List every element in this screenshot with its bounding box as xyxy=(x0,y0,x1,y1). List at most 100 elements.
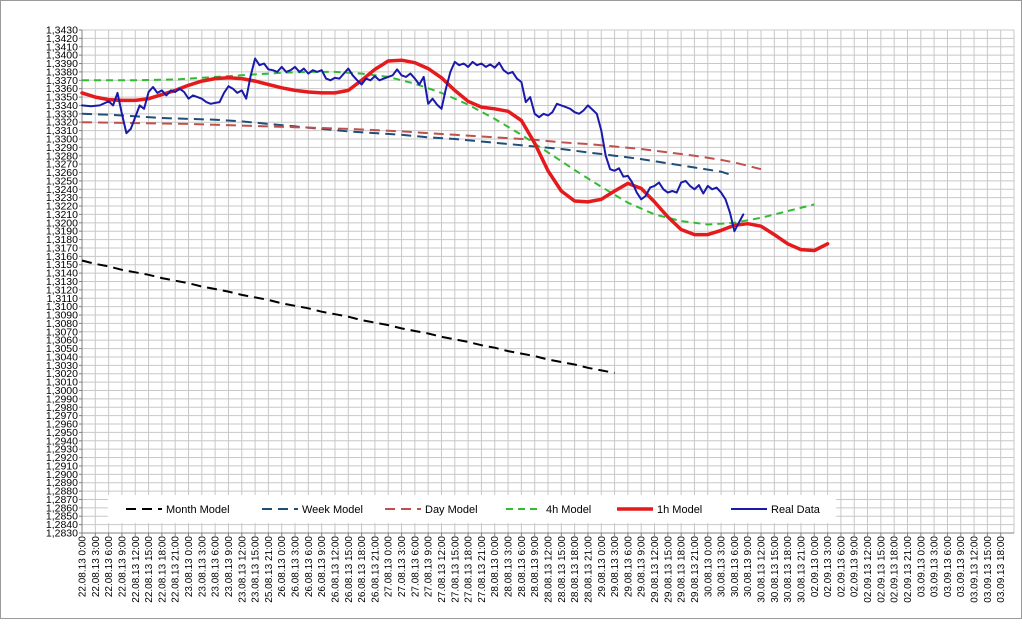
x-tick-label: 22.08.13 0:00 xyxy=(78,536,89,598)
legend-box xyxy=(108,495,836,523)
y-tick-label: 1,3030 xyxy=(46,360,78,372)
y-tick-label: 1,3150 xyxy=(46,259,78,271)
y-tick-label: 1,3370 xyxy=(46,75,78,87)
x-tick-label: 22.08.13 9:00 xyxy=(117,536,128,598)
x-tick-label: 29.08.13 15:00 xyxy=(663,536,674,603)
x-tick-label: 23.08.13 6:00 xyxy=(211,536,222,598)
x-tick-label: 03.09.13 6:00 xyxy=(943,536,954,598)
legend-label: 4h Model xyxy=(546,504,591,516)
x-tick-label: 02.09.13 12:00 xyxy=(863,536,874,603)
y-tick-label: 1,3250 xyxy=(46,175,78,187)
x-tick-label: 03.09.13 12:00 xyxy=(970,536,981,603)
x-tick-label: 02.09.13 18:00 xyxy=(890,536,901,603)
x-tick-label: 28.08.13 18:00 xyxy=(570,536,581,603)
y-tick-label: 1,2950 xyxy=(46,427,78,439)
x-tick-label: 30.08.13 3:00 xyxy=(717,536,728,598)
y-tick-label: 1,3380 xyxy=(46,66,78,78)
legend-label: Week Model xyxy=(302,504,363,516)
y-tick-label: 1,2860 xyxy=(46,502,78,514)
x-tick-label: 28.08.13 12:00 xyxy=(544,536,555,603)
x-tick-label: 22.08.13 12:00 xyxy=(131,536,142,603)
x-tick-label: 30.08.13 6:00 xyxy=(730,536,741,598)
y-tick-label: 1,2980 xyxy=(46,402,78,414)
y-tick-label: 1,3390 xyxy=(46,58,78,70)
x-tick-label: 28.08.13 21:00 xyxy=(583,536,594,603)
y-tick-label: 1,3180 xyxy=(46,234,78,246)
y-tick-label: 1,3220 xyxy=(46,201,78,213)
x-tick-label: 22.08.13 6:00 xyxy=(104,536,115,598)
y-tick-label: 1,3210 xyxy=(46,209,78,221)
x-tick-label: 28.08.13 0:00 xyxy=(490,536,501,598)
x-tick-label: 03.09.13 15:00 xyxy=(983,536,994,603)
x-tick-label: 03.09.13 9:00 xyxy=(956,536,967,598)
y-tick-label: 1,3100 xyxy=(46,301,78,313)
y-tick-label: 1,3240 xyxy=(46,184,78,196)
x-tick-label: 27.08.13 3:00 xyxy=(397,536,408,598)
y-tick-label: 1,3060 xyxy=(46,335,78,347)
x-tick-label: 23.08.13 15:00 xyxy=(251,536,262,603)
x-tick-label: 30.08.13 21:00 xyxy=(796,536,807,603)
x-tick-label: 27.08.13 21:00 xyxy=(477,536,488,603)
y-tick-label: 1,2920 xyxy=(46,452,78,464)
x-tick-label: 02.09.13 0:00 xyxy=(810,536,821,598)
y-tick-label: 1,3040 xyxy=(46,351,78,363)
x-tick-label: 25.08.13 21:00 xyxy=(264,536,275,603)
x-tick-label: 22.08.13 15:00 xyxy=(144,536,155,603)
x-tick-label: 27.08.13 9:00 xyxy=(424,536,435,598)
x-tick-label: 27.08.13 18:00 xyxy=(464,536,475,603)
x-tick-label: 29.08.13 12:00 xyxy=(650,536,661,603)
legend: Month Model Week Model Day Model 4h Model 1h… xyxy=(108,495,836,523)
y-tick-label: 1,2850 xyxy=(46,511,78,523)
x-tick-label: 26.08.13 3:00 xyxy=(291,536,302,598)
y-tick-label: 1,3200 xyxy=(46,217,78,229)
x-tick-label: 30.08.13 9:00 xyxy=(743,536,754,598)
y-tick-label: 1,2880 xyxy=(46,486,78,498)
y-tick-label: 1,2990 xyxy=(46,393,78,405)
y-tick-label: 1,3360 xyxy=(46,83,78,95)
y-tick-label: 1,3120 xyxy=(46,284,78,296)
y-tick-label: 1,2910 xyxy=(46,460,78,472)
y-tick-label: 1,3170 xyxy=(46,242,78,254)
x-tick-label: 26.08.13 0:00 xyxy=(277,536,288,598)
x-tick-label: 28.08.13 9:00 xyxy=(530,536,541,598)
y-tick-label: 1,3010 xyxy=(46,377,78,389)
legend-label: Real Data xyxy=(771,504,821,516)
y-tick-label: 1,3020 xyxy=(46,368,78,380)
gridlines xyxy=(82,29,1015,533)
x-tick-label: 30.08.13 18:00 xyxy=(783,536,794,603)
x-tick-label: 03.09.13 18:00 xyxy=(996,536,1007,603)
y-tick-label: 1,2830 xyxy=(46,528,78,540)
legend-label: Month Model xyxy=(166,504,230,516)
series-line-real-data xyxy=(81,57,745,233)
x-tick-label: 29.08.13 21:00 xyxy=(690,536,701,603)
x-tick-label: 23.08.13 9:00 xyxy=(224,536,235,598)
y-tick-label: 1,2970 xyxy=(46,410,78,422)
x-tick-label: 29.08.13 3:00 xyxy=(610,536,621,598)
y-tick-label: 1,3050 xyxy=(46,343,78,355)
x-tick-label: 28.08.13 6:00 xyxy=(517,536,528,598)
legend-label: Day Model xyxy=(425,504,478,516)
x-tick-label: 26.08.13 21:00 xyxy=(370,536,381,603)
x-tick-label: 02.09.13 6:00 xyxy=(836,536,847,598)
y-tick-label: 1,3320 xyxy=(46,117,78,129)
y-tick-label: 1,3090 xyxy=(46,310,78,322)
x-tick-label: 22.08.13 3:00 xyxy=(91,536,102,598)
x-tick-label: 22.08.13 18:00 xyxy=(157,536,168,603)
x-tick-label: 28.08.13 15:00 xyxy=(557,536,568,603)
y-tick-label: 1,3290 xyxy=(46,142,78,154)
y-tick-label: 1,2960 xyxy=(46,419,78,431)
y-tick-label: 1,3300 xyxy=(46,133,78,145)
x-tick-label: 23.08.13 0:00 xyxy=(184,536,195,598)
legend-label: 1h Model xyxy=(657,504,702,516)
series-line-day-model xyxy=(81,121,762,171)
x-tick-label: 03.09.13 3:00 xyxy=(930,536,941,598)
x-tick-label: 22.08.13 21:00 xyxy=(171,536,182,603)
x-tick-label: 23.08.13 3:00 xyxy=(197,536,208,598)
x-tick-label: 27.08.13 0:00 xyxy=(384,536,395,598)
y-tick-label: 1,2930 xyxy=(46,444,78,456)
y-tick-label: 1,3080 xyxy=(46,318,78,330)
y-tick-label: 1,2840 xyxy=(46,519,78,531)
y-tick-label: 1,3140 xyxy=(46,268,78,280)
y-tick-label: 1,3310 xyxy=(46,125,78,137)
